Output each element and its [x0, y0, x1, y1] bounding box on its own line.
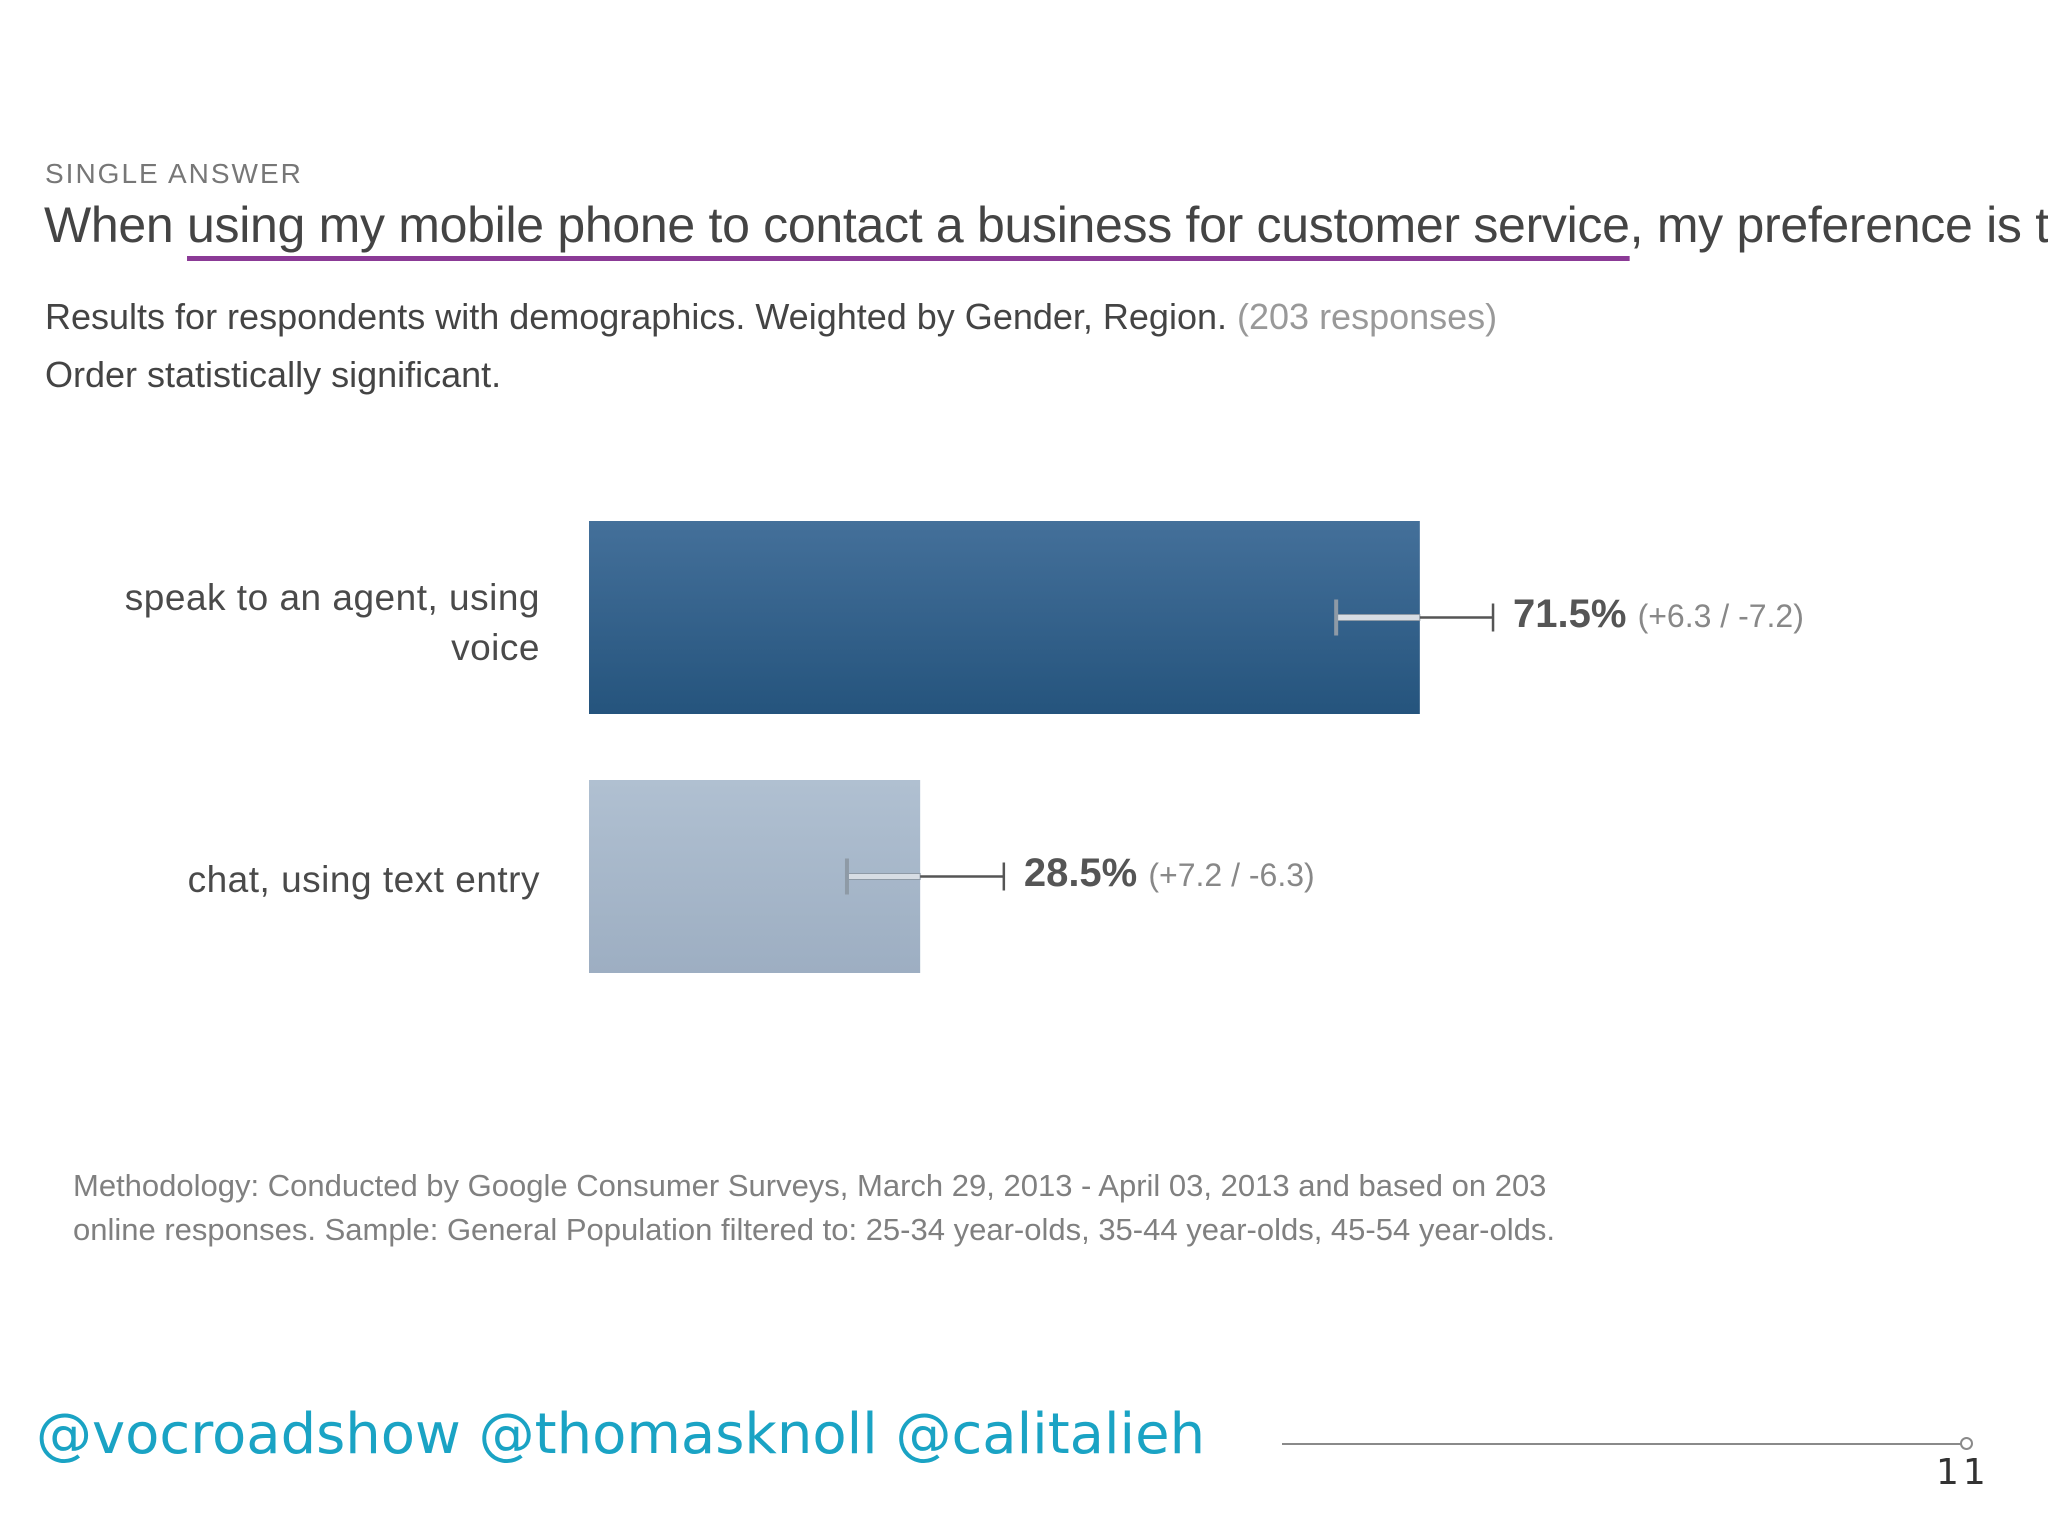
error-range-voice: (+6.3 / -7.2)	[1637, 597, 1804, 634]
category-label-chat: chat, using text entry	[187, 859, 540, 900]
error-range-chat: (+7.2 / -6.3)	[1148, 856, 1315, 893]
error-bar-inner-chat	[846, 873, 921, 880]
chart-subtitle: Results for respondents with demographic…	[45, 296, 1227, 337]
footer-rule	[1282, 1443, 1962, 1445]
title-prefix: When	[44, 197, 188, 253]
error-bar-inner-voice	[1335, 614, 1421, 621]
results-description: Results for respondents with demographic…	[45, 288, 1497, 404]
category-label-voice: speak to an agent, using voice	[124, 577, 540, 668]
significance-note: Order statistically significant.	[45, 354, 502, 395]
value-chat: 28.5%	[1023, 850, 1138, 895]
chart-title: When using my mobile phone to contact a …	[44, 196, 2048, 254]
footer-rule-dot	[1960, 1437, 1973, 1450]
social-handles: @vocroadshow @thomasknoll @calitalieh	[36, 1402, 1206, 1467]
response-count: (203 responses)	[1237, 296, 1498, 337]
title-suffix: , my preference is to	[1629, 197, 2048, 253]
bar-voice	[589, 521, 1420, 714]
value-voice: 71.5%	[1513, 591, 1627, 636]
title-highlight: using my mobile phone to contact a busin…	[187, 197, 1630, 253]
value-label-voice: 71.5% (+6.3 / -7.2)	[1513, 592, 1804, 637]
page-number: 11	[1936, 1452, 1990, 1493]
value-label-chat: 28.5% (+7.2 / -6.3)	[1024, 851, 1315, 896]
methodology-note: Methodology: Conducted by Google Consume…	[73, 1168, 1555, 1247]
answer-type-label: SINGLE ANSWER	[45, 158, 303, 189]
